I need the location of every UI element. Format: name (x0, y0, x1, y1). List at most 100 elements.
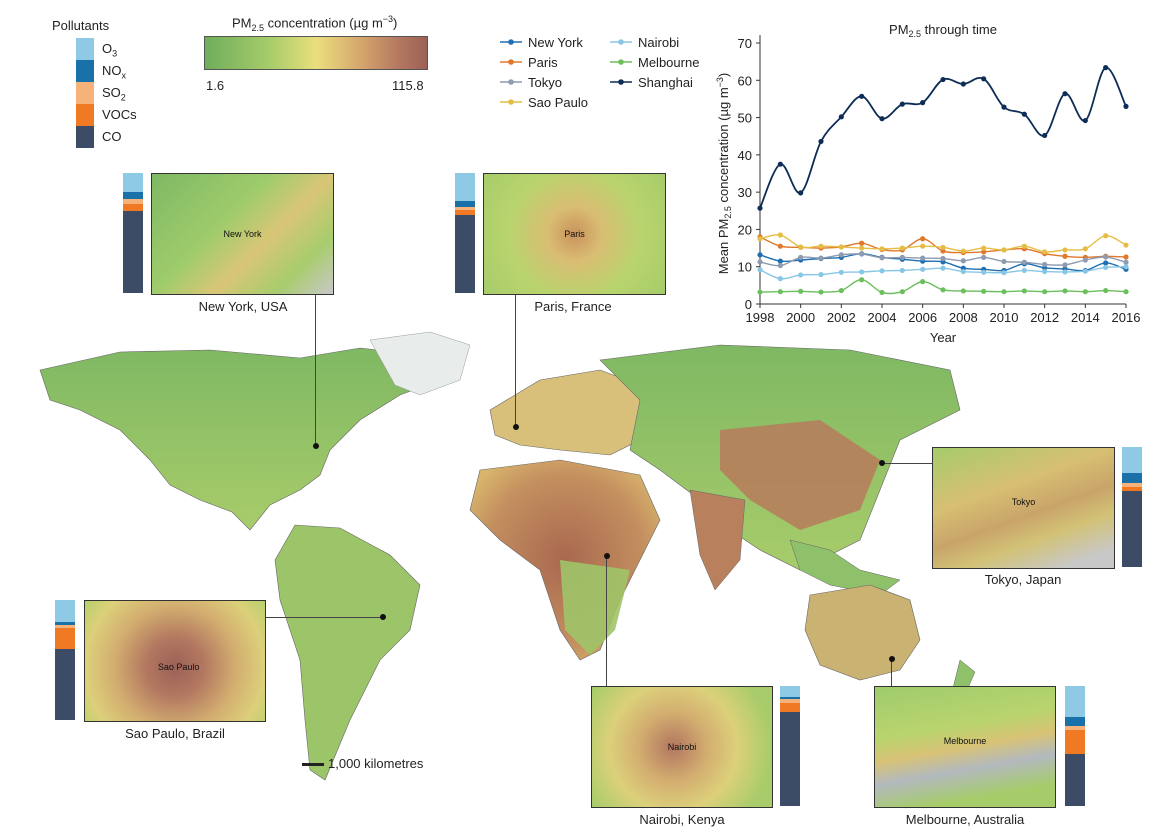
melbourne-stack-segment-o3 (1065, 686, 1085, 718)
point-tokyo-2012 (1042, 261, 1048, 268)
point-nairobi-2011 (1021, 267, 1027, 274)
x-tick-label-1998: 1998 (746, 310, 775, 325)
point-nairobi-1998 (757, 267, 763, 273)
point-nairobi-2007 (940, 265, 946, 271)
point-nairobi-2001 (818, 271, 824, 278)
point-shanghai-2010 (1001, 104, 1007, 110)
point-melbourne-2016 (1123, 289, 1129, 295)
paris-leader-line (515, 295, 516, 427)
point-melbourne-2014 (1082, 289, 1088, 295)
melbourne-inset-map: Melbourne (874, 686, 1056, 808)
point-melbourne-2010 (1001, 289, 1007, 295)
paris-caption: Paris, France (534, 299, 612, 314)
colorbar-gradient (204, 36, 428, 70)
north-america-shape (39, 347, 441, 531)
newyork-location-dot (313, 443, 319, 449)
point-melbourne-2012 (1042, 289, 1048, 295)
y-tick-label-20: 20 (738, 222, 752, 237)
point-melbourne-2000 (798, 288, 804, 294)
y-tick-label-50: 50 (738, 111, 752, 126)
y-tick-label-10: 10 (738, 260, 752, 275)
point-melbourne-2005 (899, 289, 905, 295)
point-tokyo-2011 (1021, 259, 1027, 265)
point-nairobi-2004 (879, 268, 885, 274)
point-tokyo-2000 (798, 254, 804, 260)
point-melbourne-1999 (777, 289, 783, 295)
point-new-york-2015 (1103, 260, 1109, 266)
pollutant-swatch-co (76, 126, 94, 148)
point-shanghai-2002 (838, 114, 844, 120)
melbourne-stack-segment-nox (1065, 717, 1085, 726)
legend-marker-shanghai (618, 79, 624, 85)
point-shanghai-2001 (818, 138, 824, 145)
newyork-stack-segment-nox (123, 192, 143, 200)
pollutant-legend-title: Pollutants (52, 18, 110, 33)
colorbar-max-label: 115.8 (392, 78, 424, 93)
point-tokyo-2009 (981, 254, 987, 260)
pollutant-swatch-o3 (76, 38, 94, 60)
europe-shape (489, 369, 641, 456)
point-tokyo-2002 (838, 252, 844, 258)
point-tokyo-2016 (1123, 259, 1129, 265)
chart-y-label: Mean PM2.5 concentration (µg m−3) (715, 73, 733, 275)
y-tick-label-60: 60 (738, 73, 752, 88)
nairobi-stack-segment-nox (780, 696, 800, 700)
point-tokyo-2004 (879, 255, 885, 261)
point-tokyo-2008 (960, 258, 966, 264)
legend-marker-nairobi (618, 39, 624, 45)
point-melbourne-2002 (838, 287, 844, 294)
newyork-stack-segment-o3 (123, 173, 143, 193)
legend-marker-new-york (508, 39, 514, 45)
nairobi-location-dot (604, 553, 610, 559)
point-tokyo-1999 (777, 262, 783, 269)
point-melbourne-2009 (981, 288, 987, 294)
greenland-shape (369, 331, 471, 396)
point-tokyo-2001 (818, 255, 824, 261)
saopaulo-inset-map: Sao Paulo (84, 600, 266, 722)
point-sao-paulo-2012 (1042, 249, 1048, 255)
melbourne-stack-segment-vocs (1065, 730, 1085, 755)
point-nairobi-2005 (899, 267, 905, 274)
point-paris-1999 (777, 243, 783, 249)
x-tick-label-2008: 2008 (949, 310, 978, 325)
paris-inset-label: Paris (564, 229, 585, 239)
melbourne-stack-segment-so2 (1065, 725, 1085, 731)
paris-stack-segment-vocs (455, 210, 475, 215)
saopaulo-inset-label: Sao Paulo (157, 662, 200, 672)
point-melbourne-2004 (879, 289, 885, 296)
point-melbourne-2003 (859, 277, 865, 283)
point-nairobi-2002 (838, 269, 844, 275)
point-paris-2006 (920, 236, 926, 242)
legend-label-tokyo: Tokyo (528, 75, 562, 90)
point-sao-paulo-2000 (798, 244, 804, 250)
y-tick-label-0: 0 (745, 297, 752, 312)
y-tick-label-70: 70 (738, 36, 752, 51)
point-shanghai-2015 (1103, 65, 1109, 71)
legend-marker-tokyo (508, 79, 514, 85)
chart-title: PM2.5 through time (889, 22, 997, 39)
point-shanghai-2016 (1123, 103, 1129, 109)
melbourne-pollutant-stack (1065, 686, 1085, 806)
australia-shape (804, 584, 921, 681)
pollutant-legend-item-vocs: VOCs (76, 104, 171, 126)
y-tick-label-30: 30 (738, 185, 752, 200)
saopaulo-stack-segment-o3 (55, 600, 75, 622)
pollutant-legend: Pollutants O3 NOx SO2 VOCs CO (50, 18, 160, 158)
newyork-inset-map: New York (151, 173, 334, 295)
newyork-leader-line (315, 295, 316, 445)
point-tokyo-2013 (1062, 262, 1068, 268)
x-tick-label-2012: 2012 (1030, 310, 1059, 325)
point-tokyo-2005 (899, 254, 905, 260)
pollutant-label-so2: SO2 (102, 85, 126, 103)
point-sao-paulo-2014 (1082, 246, 1088, 252)
point-shanghai-2009 (981, 76, 987, 82)
point-sao-paulo-2008 (960, 248, 966, 254)
southern-africa-shape (560, 560, 630, 655)
point-sao-paulo-2016 (1123, 242, 1129, 248)
nairobi-stack-segment-o3 (780, 686, 800, 697)
point-nairobi-2012 (1042, 268, 1048, 275)
saopaulo-stack-segment-nox (55, 621, 75, 626)
point-tokyo-1998 (757, 259, 763, 265)
paris-inset-map: Paris (483, 173, 666, 295)
nairobi-pollutant-stack (780, 686, 800, 806)
